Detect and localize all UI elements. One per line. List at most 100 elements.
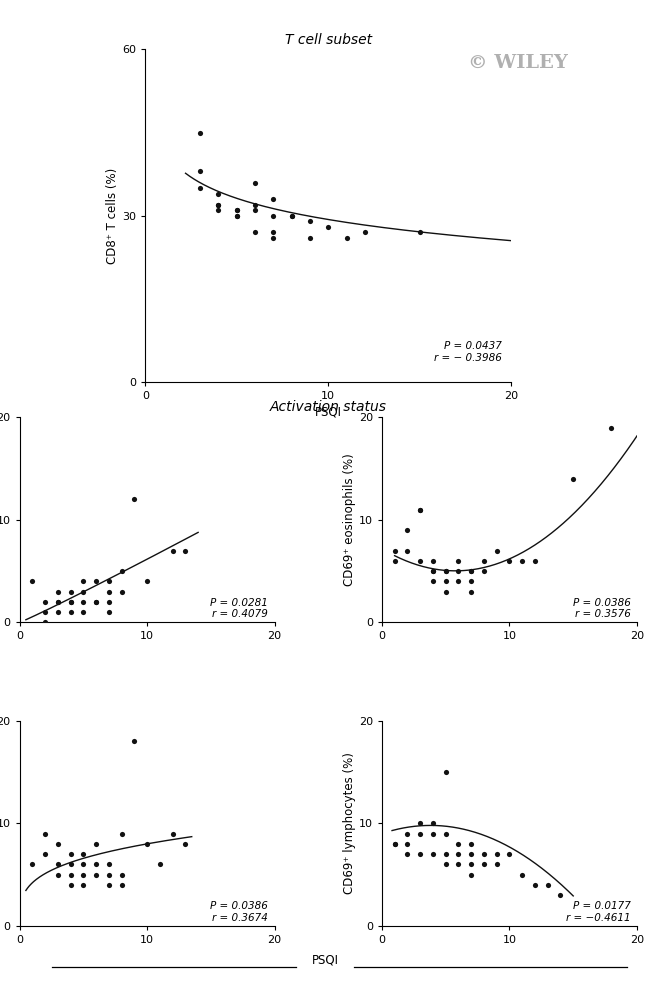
- Point: [40, 615, 50, 630]
- Point: [415, 501, 425, 517]
- Point: [402, 825, 413, 841]
- Point: [116, 563, 127, 579]
- Point: [415, 816, 425, 831]
- Point: [250, 225, 260, 240]
- Point: [66, 846, 76, 862]
- Point: [441, 764, 451, 780]
- Point: [517, 867, 527, 883]
- Point: [195, 164, 205, 179]
- Point: [53, 594, 63, 610]
- Point: [78, 594, 88, 610]
- Point: [341, 230, 352, 246]
- Point: [78, 573, 88, 589]
- Point: [478, 554, 489, 569]
- Point: [142, 836, 152, 852]
- Point: [305, 214, 315, 230]
- Point: [103, 605, 114, 621]
- Point: [91, 594, 101, 610]
- Point: [478, 857, 489, 873]
- Point: [389, 836, 400, 852]
- Point: [168, 543, 178, 558]
- Point: [195, 180, 205, 196]
- Point: [78, 846, 88, 862]
- Point: [116, 584, 127, 600]
- Point: [40, 605, 50, 621]
- Point: [466, 563, 476, 579]
- X-axis label: PSQI: PSQI: [315, 406, 342, 419]
- Point: [323, 219, 333, 234]
- Point: [27, 573, 38, 589]
- Point: [415, 554, 425, 569]
- Text: P = 0.0177
r = −0.4611: P = 0.0177 r = −0.4611: [566, 901, 630, 923]
- Point: [568, 471, 578, 487]
- Point: [66, 594, 76, 610]
- Point: [66, 594, 76, 610]
- Point: [428, 563, 438, 579]
- Point: [91, 836, 101, 852]
- Point: [543, 877, 553, 892]
- Point: [231, 208, 242, 224]
- Point: [517, 554, 527, 569]
- Point: [287, 208, 297, 224]
- Point: [441, 584, 451, 600]
- Y-axis label: CD69⁺ lymphocytes (%): CD69⁺ lymphocytes (%): [343, 753, 356, 894]
- Point: [250, 202, 260, 218]
- Point: [441, 563, 451, 579]
- Point: [491, 857, 502, 873]
- Point: [268, 208, 279, 224]
- Point: [103, 584, 114, 600]
- Point: [180, 836, 190, 852]
- Point: [180, 543, 190, 558]
- Point: [250, 174, 260, 190]
- Point: [40, 825, 50, 841]
- Point: [359, 225, 370, 240]
- Point: [415, 825, 425, 841]
- Text: PSQI: PSQI: [311, 953, 339, 967]
- Point: [389, 543, 400, 558]
- Point: [453, 573, 463, 589]
- Point: [466, 573, 476, 589]
- Point: [402, 836, 413, 852]
- Point: [213, 197, 224, 213]
- Point: [466, 584, 476, 600]
- Text: Activation status: Activation status: [270, 400, 387, 414]
- Point: [78, 584, 88, 600]
- Point: [606, 420, 617, 435]
- Point: [389, 554, 400, 569]
- Point: [530, 554, 540, 569]
- Point: [268, 191, 279, 207]
- Point: [466, 563, 476, 579]
- Point: [428, 816, 438, 831]
- Point: [466, 867, 476, 883]
- Point: [428, 554, 438, 569]
- Point: [91, 573, 101, 589]
- Point: [53, 594, 63, 610]
- Point: [530, 877, 540, 892]
- Point: [268, 230, 279, 246]
- Point: [441, 857, 451, 873]
- Point: [478, 846, 489, 862]
- Point: [213, 186, 224, 202]
- Text: P = 0.0437
r = − 0.3986: P = 0.0437 r = − 0.3986: [434, 342, 502, 362]
- Point: [231, 202, 242, 218]
- Point: [466, 836, 476, 852]
- Text: P = 0.0281
r = 0.4079: P = 0.0281 r = 0.4079: [211, 598, 268, 620]
- Point: [195, 125, 205, 141]
- Point: [53, 857, 63, 873]
- Point: [428, 846, 438, 862]
- Point: [103, 867, 114, 883]
- Point: [453, 846, 463, 862]
- Point: [402, 522, 413, 538]
- Text: P = 0.0386
r = 0.3674: P = 0.0386 r = 0.3674: [211, 901, 268, 923]
- Point: [441, 825, 451, 841]
- Point: [91, 867, 101, 883]
- Point: [491, 846, 502, 862]
- Point: [53, 867, 63, 883]
- Point: [504, 846, 515, 862]
- Point: [555, 887, 566, 903]
- Point: [53, 584, 63, 600]
- Point: [441, 846, 451, 862]
- Point: [129, 734, 140, 750]
- Point: [453, 857, 463, 873]
- Point: [453, 563, 463, 579]
